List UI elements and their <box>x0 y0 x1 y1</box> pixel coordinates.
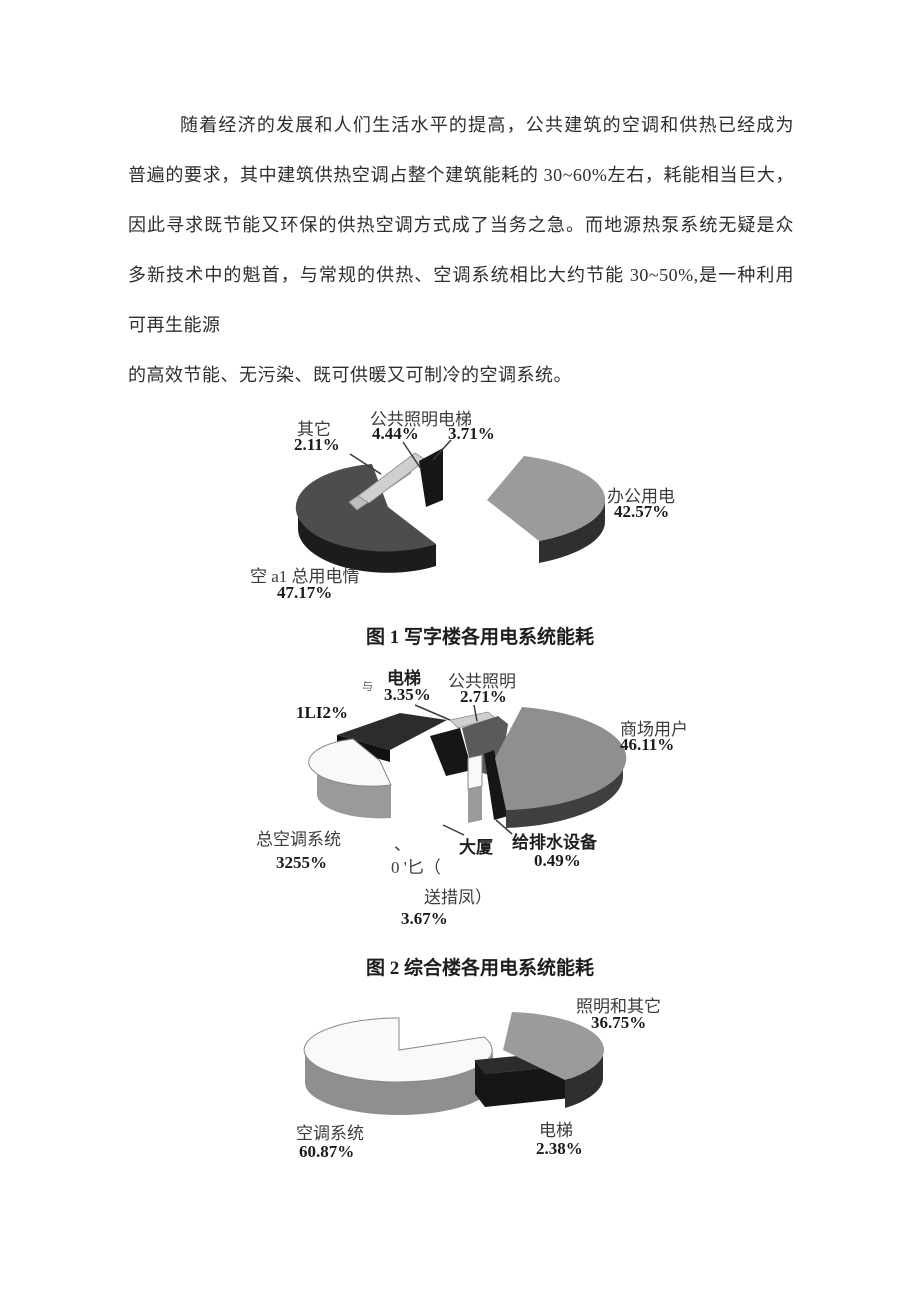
figure2-pie-svg <box>308 704 627 836</box>
fig2-value-public-lighting: 2.71% <box>460 687 507 706</box>
fig2-slice-building <box>484 750 508 820</box>
body-line: 的高效节能、无污染、既可供暖又可制冷的空调系统。 <box>128 365 572 385</box>
figure2-caption: 图 2 综合楼各用电系统能耗 <box>365 958 594 979</box>
fig2-slice-ac-top <box>308 738 392 787</box>
fig1-slice-ac-rim <box>298 507 436 573</box>
fig2-value-fan: 3.67% <box>401 909 448 928</box>
body-line: 普遍的要求，其中建筑供热空调占整个建筑能耗的 30~60%左右，耗能相当巨大， <box>128 165 794 185</box>
fig2-leader-lighting <box>473 704 478 722</box>
fig2-value-elevator: 3.35% <box>384 685 431 704</box>
fig3-slice-elevator-left <box>475 1060 485 1107</box>
fig2-label-public-lighting: 公共照明 <box>448 672 516 691</box>
fig1-value-elevator: 3.71% <box>448 424 495 443</box>
fig2-label-building: 大厦 <box>459 838 493 857</box>
fig2-value-ac-total: 3255% <box>276 853 327 872</box>
body-line: 随着经济的发展和人们生活水平的提高，公共建筑的空调和供热已经成为 <box>180 115 794 135</box>
fig3-slice-elevator-front <box>485 1065 570 1107</box>
figure3-pie-svg <box>303 1012 605 1115</box>
fig2-garbled-text: 0 '匕（ <box>391 858 441 877</box>
fig2-slice-mall-rim <box>506 758 624 828</box>
fig1-label-other: 其它 <box>297 420 331 439</box>
fig2-value-left: 1LI2% <box>296 703 348 722</box>
fig2-slice-unknown-top <box>337 713 447 750</box>
figure1-pie-svg <box>295 439 606 573</box>
body-paragraph: 随着经济的发展和人们生活水平的提高，公共建筑的空调和供热已经成为 普遍的要求，其… <box>128 112 794 412</box>
fig3-slice-lighting-top <box>503 1012 605 1080</box>
fig1-value-public-lighting: 4.44% <box>372 424 419 443</box>
fig3-slice-ac-top <box>303 1017 493 1083</box>
fig2-label-mall: 商场用户 <box>620 720 688 739</box>
fig1-value-ac-total: 47.17% <box>277 583 333 602</box>
fig2-slice-small-dark <box>430 728 472 776</box>
fig1-leader-2.11 <box>349 453 382 475</box>
fig2-label-elevator: 电梯 <box>387 669 421 688</box>
figure2-pie-chart: 与 电梯 3.35% 公共照明 2.71% 1LI2% 商场用户 46.11% … <box>250 658 700 950</box>
fig2-value-mall: 46.11% <box>620 735 675 754</box>
fig1-slice-elevator <box>419 448 443 507</box>
fig3-value-elevator: 2.38% <box>536 1139 583 1158</box>
fig1-slice-ac-top <box>295 464 436 552</box>
fig1-label-public-lighting-elevator: 公共照明电梯 <box>370 410 472 429</box>
fig2-leader-water <box>495 819 513 835</box>
figure3-pie-chart: 照明和其它 36.75% 空调系统 60.87% 电梯 2.38% <box>285 990 680 1180</box>
fig2-value-water: 0.49% <box>534 851 581 870</box>
fig2-label-water: 给排水设备 <box>512 833 597 852</box>
fig2-tiny-mark: 与 <box>362 681 373 693</box>
fig1-leader-3.71 <box>432 439 452 461</box>
fig1-label-ac-total: 空 a1 总用电情 <box>250 567 360 586</box>
body-line: 多新技术中的魁首，与常规的供热、空调系统相比大约节能 30~50%,是一种利用 <box>128 265 794 285</box>
fig3-label-ac: 空调系统 <box>296 1124 364 1143</box>
fig2-leader-building <box>442 824 465 836</box>
fig3-label-elevator: 电梯 <box>539 1121 573 1140</box>
figure1-pie-chart: 公共照明电梯 4.44% 3.71% 其它 2.11% 办公用电 42.57% … <box>245 403 700 623</box>
fig3-slice-lighting-rim <box>565 1050 604 1108</box>
fig1-slice-office-rim <box>539 500 605 563</box>
fig2-label-ac-total: 总空调系统 <box>256 830 341 849</box>
fig1-label-office: 办公用电 <box>607 487 675 506</box>
fig2-leader-elevator <box>414 704 451 721</box>
fig3-label-lighting-other: 照明和其它 <box>576 997 661 1016</box>
fig2-slice-water-top <box>467 754 483 790</box>
fig3-value-ac: 60.87% <box>299 1142 355 1161</box>
fig1-leader-4.44 <box>402 441 422 470</box>
body-line: 因此寻求既节能又环保的供热空调方式成了当务之急。而地源热泵系统无疑是众 <box>128 215 794 235</box>
fig2-label-fan: 送措凤） <box>424 888 492 907</box>
fig3-value-lighting-other: 36.75% <box>591 1013 647 1032</box>
fig2-comma-mark: 、 <box>394 835 411 854</box>
figure1-caption: 图 1 写字楼各用电系统能耗 <box>365 627 594 648</box>
fig2-slice-water-rim <box>468 786 482 823</box>
fig1-slice-office-top <box>487 456 606 541</box>
fig2-slice-ac-rim <box>316 761 391 819</box>
fig1-value-other: 2.11% <box>294 435 340 454</box>
body-line: 可再生能源 <box>128 315 221 335</box>
fig2-slice-mall-top <box>495 707 627 810</box>
fig1-value-office: 42.57% <box>614 502 670 521</box>
